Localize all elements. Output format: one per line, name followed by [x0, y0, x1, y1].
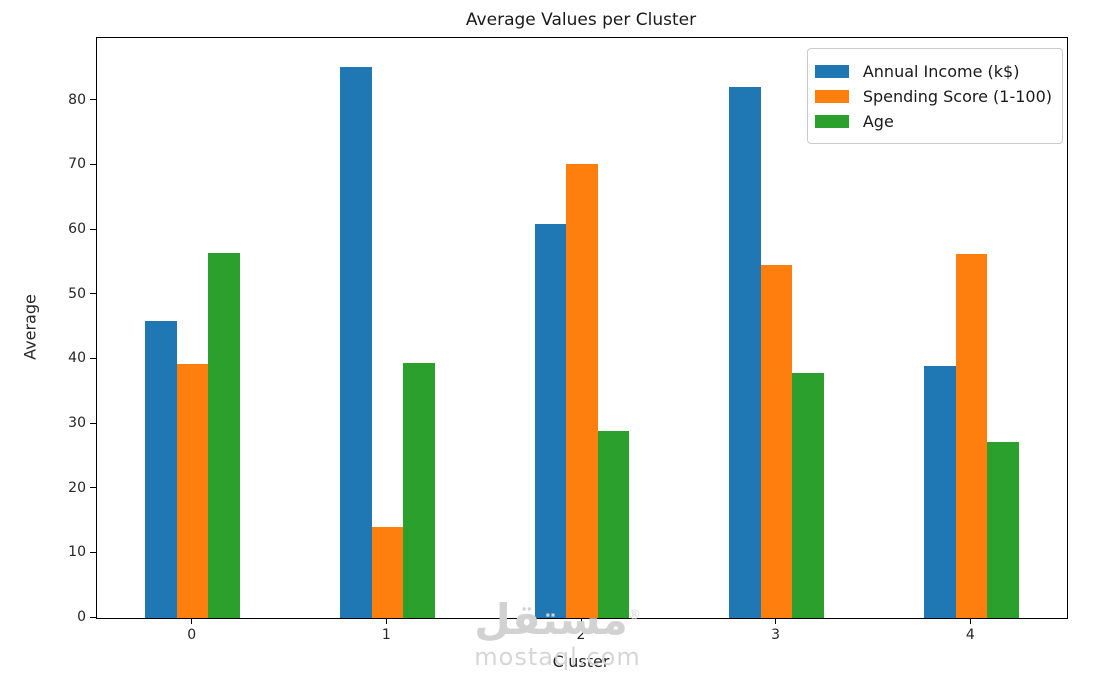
- legend: Annual Income (k$) Spending Score (1-100)…: [806, 48, 1063, 144]
- y-tick-label: 40: [68, 350, 86, 367]
- bar-cluster3-series0: [729, 87, 761, 618]
- y-tick-label: 60: [68, 221, 86, 238]
- x-tick-mark: [775, 618, 777, 624]
- bar-cluster0-series2: [208, 252, 240, 618]
- x-tick-mark: [969, 618, 971, 624]
- bar-cluster1-series2: [403, 362, 435, 618]
- legend-label: Age: [862, 111, 894, 131]
- bar-cluster3-series2: [792, 372, 824, 618]
- legend-swatch-icon: [814, 114, 849, 128]
- y-tick-mark: [90, 616, 96, 618]
- legend-label: Spending Score (1-100): [862, 86, 1052, 106]
- x-tick-label: 0: [187, 627, 197, 643]
- bar-cluster4-series0: [924, 366, 956, 618]
- bar-cluster1-series1: [371, 526, 404, 618]
- x-tick-mark: [385, 618, 387, 624]
- y-tick-mark: [90, 357, 96, 359]
- y-tick-label: 30: [68, 415, 86, 432]
- plot-area: Annual Income (k$) Spending Score (1-100)…: [96, 37, 1068, 619]
- x-tick-mark: [191, 618, 193, 624]
- legend-item: Spending Score (1-100): [814, 85, 1052, 107]
- chart-title: Average Values per Cluster: [465, 10, 697, 30]
- bar-cluster0-series0: [145, 320, 177, 618]
- legend-label: Annual Income (k$): [862, 61, 1020, 81]
- y-tick-mark: [90, 228, 96, 230]
- bar-cluster2-series0: [534, 223, 567, 618]
- y-tick-mark: [90, 293, 96, 295]
- y-tick-mark: [90, 487, 96, 489]
- x-tick-label: 4: [965, 627, 975, 643]
- y-tick-mark: [90, 163, 96, 165]
- y-tick-mark: [90, 99, 96, 101]
- y-tick-label: 0: [77, 609, 86, 625]
- y-tick-label: 70: [68, 156, 86, 173]
- legend-swatch-icon: [814, 89, 849, 103]
- y-tick-label: 10: [68, 544, 86, 561]
- x-tick-label: 2: [576, 627, 586, 643]
- y-tick-label: 50: [68, 285, 86, 302]
- y-tick-mark: [90, 551, 96, 553]
- y-axis-label: Average: [20, 294, 40, 360]
- legend-item: Annual Income (k$): [814, 60, 1052, 82]
- x-axis-label: Cluster: [552, 652, 610, 671]
- y-tick-mark: [90, 422, 96, 424]
- bar-cluster2-series1: [566, 164, 598, 618]
- x-tick-label: 1: [381, 627, 391, 643]
- legend-item: Age: [814, 110, 1052, 132]
- x-tick-label: 3: [771, 627, 781, 643]
- bar-cluster3-series1: [760, 264, 793, 618]
- y-tick-label: 20: [68, 479, 86, 496]
- x-tick-mark: [580, 618, 582, 624]
- legend-swatch-icon: [814, 64, 849, 78]
- bar-cluster4-series2: [987, 442, 1019, 618]
- y-tick-label: 80: [68, 91, 86, 108]
- bar-cluster2-series2: [597, 431, 630, 618]
- bar-cluster4-series1: [955, 253, 988, 618]
- bar-cluster0-series1: [176, 363, 209, 618]
- bar-cluster1-series0: [340, 67, 372, 618]
